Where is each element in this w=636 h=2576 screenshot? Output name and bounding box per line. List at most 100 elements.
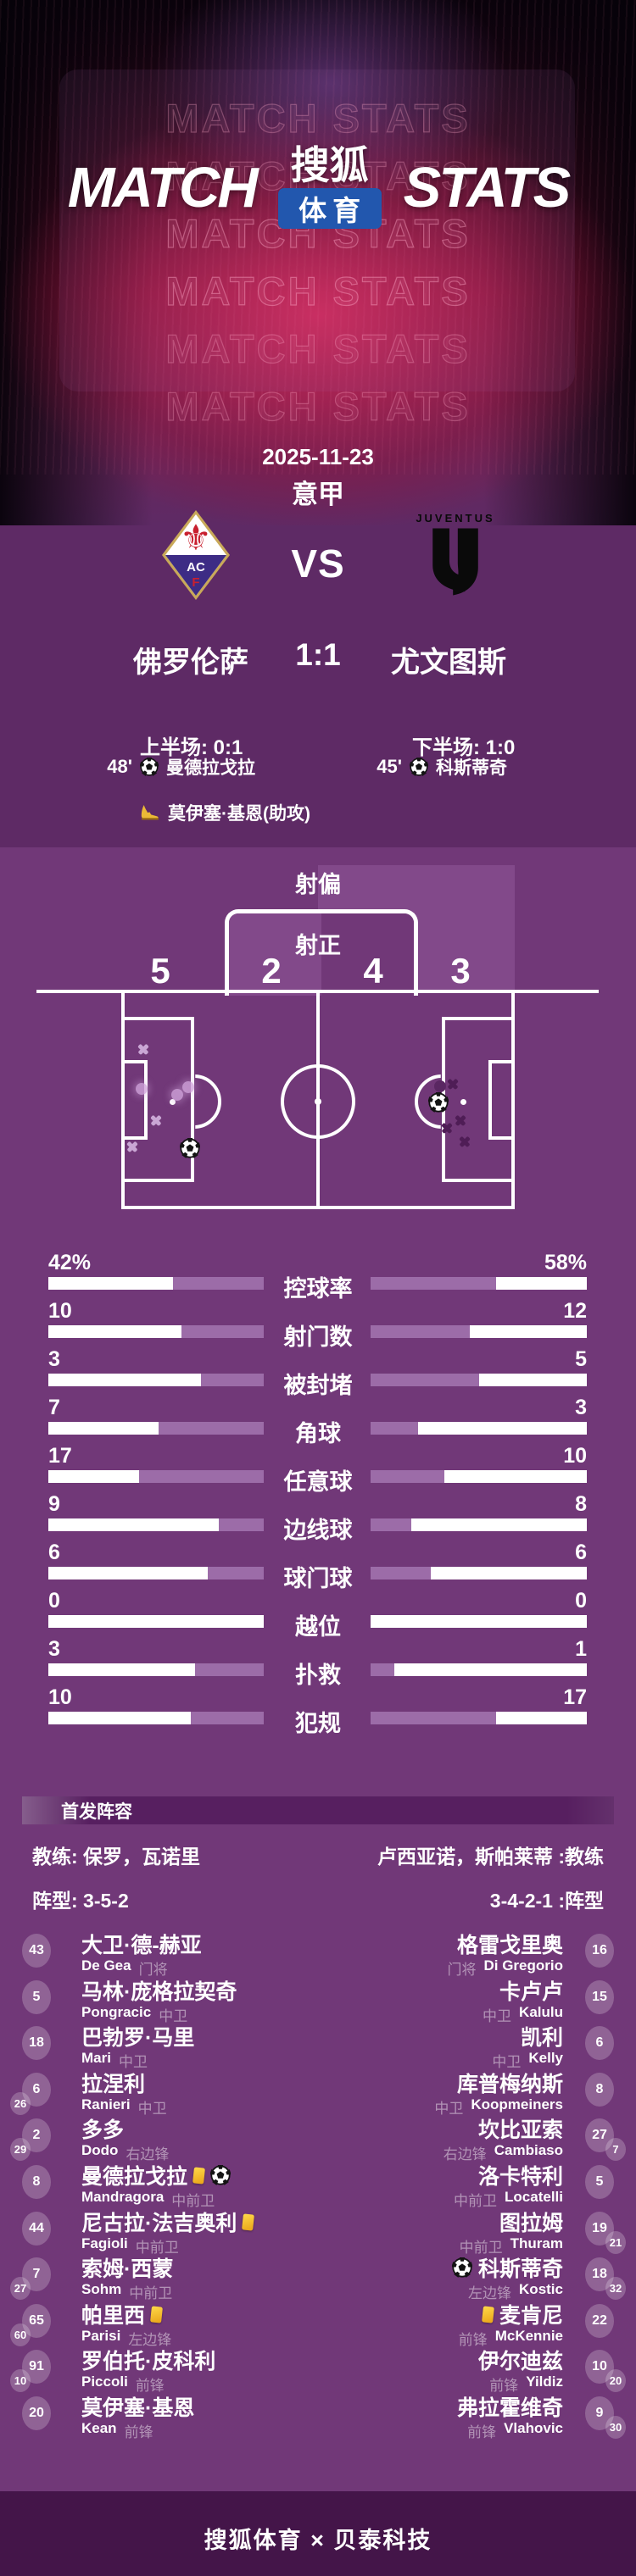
- player-name-line: 库普梅纳斯: [457, 2069, 563, 2096]
- substitute-number-badge: 26: [10, 2092, 31, 2115]
- match-date: 2025-11-23: [262, 444, 374, 469]
- stat-row: 9 8 边线球: [0, 1492, 636, 1543]
- player-position: 中前卫: [171, 2193, 215, 2209]
- home-coach: 教练: 保罗，瓦诺里: [32, 1846, 201, 1868]
- shirt-number-badge: 18: [585, 2257, 614, 2291]
- player-row: 6 凯利 中卫 Kelly: [0, 2025, 636, 2072]
- shirt-number-badge: 8: [22, 2165, 51, 2199]
- player-name-cn: 格雷戈里奥: [456, 1934, 563, 1957]
- player-subline: Sohm 中前卫: [81, 2281, 172, 2302]
- home-stat-fill: [181, 1325, 264, 1338]
- player-subline: 中前卫 Thuram: [460, 2235, 563, 2257]
- player-name-latin: Locatelli: [505, 2189, 563, 2205]
- away-shots-off-count: 3: [450, 951, 471, 991]
- goal-location-marker: [428, 1092, 449, 1113]
- player-position: 中卫: [434, 2101, 464, 2117]
- player-position: 中卫: [492, 2054, 522, 2070]
- away-stat-bar: [371, 1663, 587, 1676]
- player-name-latin: Kean: [81, 2420, 117, 2436]
- away-stat-bar: [371, 1277, 587, 1290]
- league-name: 意甲: [292, 480, 344, 509]
- player-name-line: 洛卡特利: [478, 2162, 563, 2189]
- player-subline: Ranieri 中卫: [81, 2096, 167, 2118]
- away-stat-bar: [371, 1470, 587, 1483]
- home-stat-bar: [48, 1325, 264, 1338]
- goal-event: 45' 科斯蒂奇: [371, 755, 507, 779]
- player-name-cn: 罗伯托·皮科利: [81, 2350, 216, 2373]
- player-row: 8 库普梅纳斯 中卫 Koopmeiners: [0, 2072, 636, 2118]
- stat-row: 0 0 越位: [0, 1589, 636, 1640]
- away-stat-fill: [371, 1325, 471, 1338]
- watermark-text: MATCH STATS: [165, 325, 471, 371]
- stat-row: 10 17 犯规: [0, 1685, 636, 1736]
- away-stat-bar: [371, 1712, 587, 1724]
- shirt-number-badge: 19: [585, 2212, 614, 2246]
- shirt-number-badge: 9: [585, 2396, 614, 2430]
- player-name-line: 格雷戈里奥: [457, 1930, 563, 1957]
- player-name-line: 罗伯托·皮科利: [81, 2346, 215, 2373]
- player-position: 前锋: [467, 2424, 497, 2440]
- player-name-cn: 凯利: [520, 2026, 563, 2050]
- player-row: 43 大卫·德-赫亚 De Gea 门将: [0, 1933, 636, 1979]
- player-name-cn: 莫伊塞·基恩: [81, 2396, 195, 2420]
- player-name-cn: 弗拉霍维奇: [456, 2396, 563, 2420]
- shirt-number-badge: 7: [22, 2257, 51, 2291]
- home-stat-fill: [201, 1374, 264, 1386]
- away-shots-on-count: 4: [363, 951, 383, 991]
- player-position: 前锋: [135, 2378, 165, 2394]
- watermark-text: MATCH STATS: [165, 95, 471, 141]
- player-position: 中卫: [159, 2008, 188, 2024]
- yellow-card-icon: [482, 2305, 494, 2323]
- away-stat-fill: [371, 1567, 432, 1579]
- home-stat-bar: [48, 1277, 264, 1290]
- player-position: 前锋: [489, 2378, 519, 2394]
- substitute-number-badge: 27: [10, 2277, 31, 2300]
- home-stat-fill: [194, 1663, 264, 1676]
- player-name-latin: Yildiz: [526, 2373, 563, 2390]
- player-name-line: 多多: [81, 2115, 124, 2142]
- player-name-line: 巴勃罗·马里: [81, 2023, 194, 2050]
- player-name-line: 曼德拉戈拉: [81, 2162, 231, 2189]
- substitute-number-badge: 60: [10, 2323, 31, 2346]
- away-stat-value: 5: [575, 1347, 587, 1371]
- player-name-cn: 坎比亚索: [477, 2118, 563, 2142]
- player-position: 右边锋: [126, 2146, 170, 2162]
- home-events: 48' 曼德拉戈拉莫伊塞·基恩(助攻): [102, 755, 310, 847]
- player-name-line: 拉涅利: [81, 2069, 145, 2096]
- home-stat-bar: [48, 1712, 264, 1724]
- player-subline: Kean 前锋: [81, 2420, 153, 2441]
- stat-label: 角球: [295, 1421, 341, 1446]
- substitute-number-badge: 7: [605, 2138, 626, 2161]
- stat-row: 3 5 被封堵: [0, 1347, 636, 1398]
- player-position: 门将: [138, 1962, 168, 1978]
- stat-row: 10 12 射门数: [0, 1299, 636, 1350]
- goal-event: 莫伊塞·基恩(助攻): [102, 801, 310, 824]
- player-name-line: 莫伊塞·基恩: [81, 2393, 194, 2420]
- goal-event: 48' 曼德拉戈拉: [102, 755, 310, 779]
- player-name-line: 帕里西: [81, 2301, 163, 2328]
- player-position: 左边锋: [468, 2285, 512, 2301]
- center-circle: [281, 1064, 355, 1139]
- final-score: 1:1: [295, 637, 341, 672]
- stat-label: 射门数: [283, 1324, 353, 1350]
- away-stat-value: 1: [575, 1637, 587, 1661]
- event-player: 莫伊塞·基恩(助攻): [168, 804, 310, 824]
- shot-miss-marker: [137, 1042, 150, 1056]
- away-stat-bar: [371, 1325, 587, 1338]
- title-match: MATCH: [67, 155, 259, 219]
- player-name-cn: 曼德拉戈拉: [81, 2165, 188, 2189]
- player-subline: De Gea 门将: [81, 1957, 168, 1979]
- home-stat-bar: [48, 1663, 264, 1676]
- stat-label: 犯规: [295, 1711, 341, 1736]
- away-stat-value: 17: [563, 1685, 587, 1709]
- stat-label: 被封堵: [283, 1373, 353, 1398]
- player-subline: 门将 Di Gregorio: [447, 1957, 563, 1979]
- home-stat-bar: [48, 1615, 264, 1628]
- watermark-text: MATCH STATS: [165, 268, 471, 314]
- player-position: 中前卫: [454, 2193, 498, 2209]
- shirt-number-badge: 44: [22, 2212, 51, 2246]
- player-position: 右边锋: [443, 2146, 487, 2162]
- player-position: 门将: [447, 1962, 477, 1978]
- shirt-number-badge: 16: [585, 1934, 614, 1968]
- sohu-logo-text: 搜狐: [290, 143, 369, 187]
